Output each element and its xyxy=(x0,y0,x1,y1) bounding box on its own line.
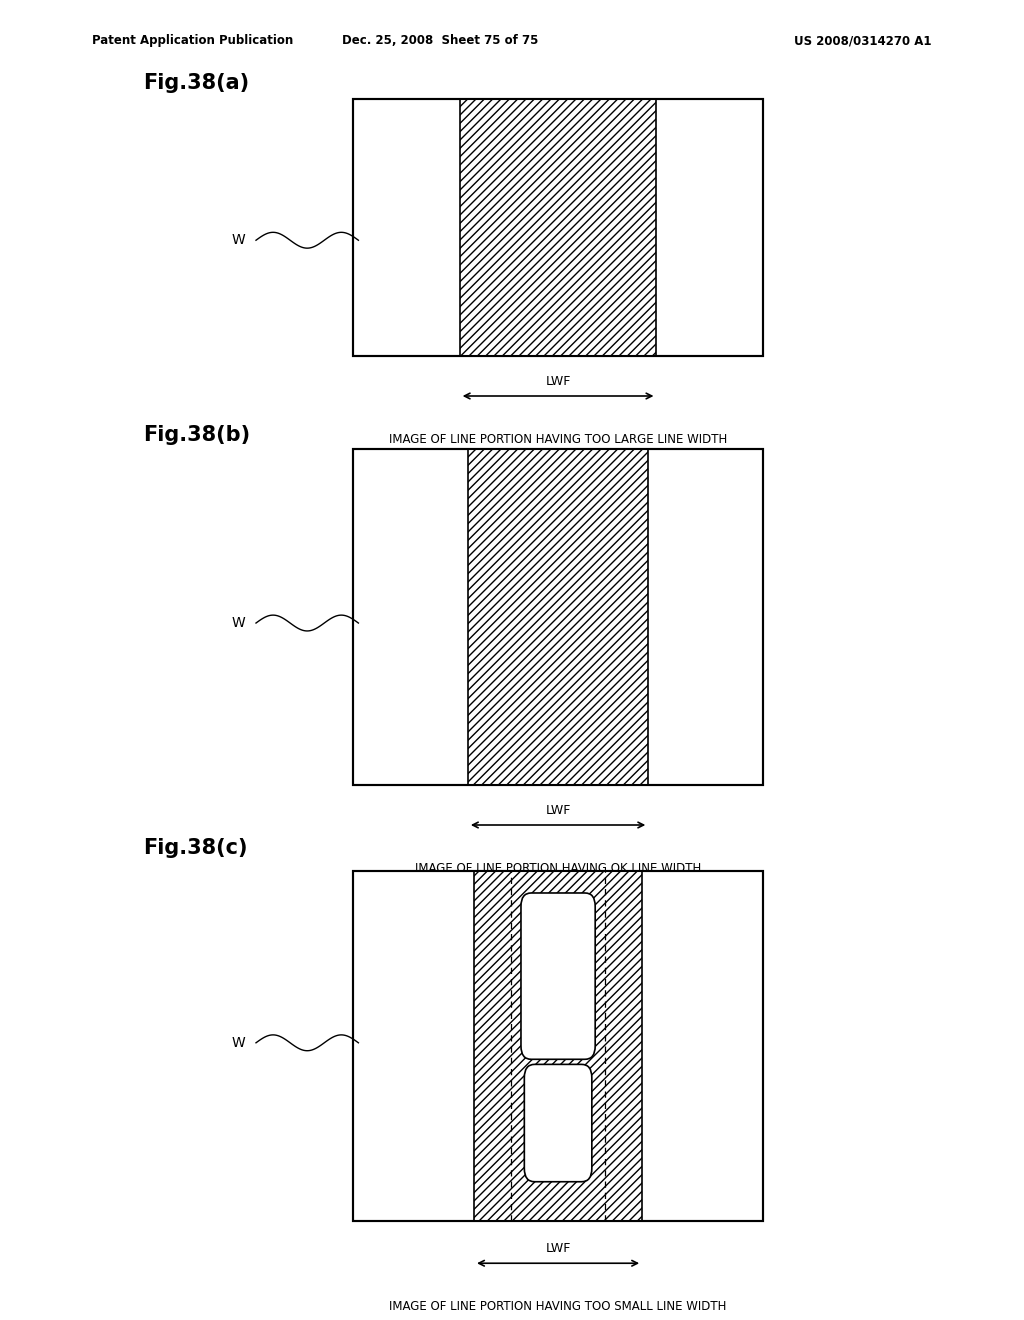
Text: IMAGE OF LINE PORTION HAVING TOO LARGE LINE WIDTH: IMAGE OF LINE PORTION HAVING TOO LARGE L… xyxy=(389,433,727,446)
Text: Fig.38(b): Fig.38(b) xyxy=(143,425,251,445)
Text: W: W xyxy=(232,234,246,247)
Text: W: W xyxy=(232,1036,246,1049)
Text: Fig.38(c): Fig.38(c) xyxy=(143,838,248,858)
Text: LWF: LWF xyxy=(546,375,570,388)
Bar xyxy=(353,871,763,1221)
Bar xyxy=(353,99,763,356)
Text: LWF: LWF xyxy=(546,804,570,817)
FancyBboxPatch shape xyxy=(524,1064,592,1181)
Text: US 2008/0314270 A1: US 2008/0314270 A1 xyxy=(795,34,932,48)
FancyBboxPatch shape xyxy=(521,892,595,1059)
Text: LWF: LWF xyxy=(546,1242,570,1255)
Text: W: W xyxy=(232,616,246,630)
Bar xyxy=(474,871,642,1221)
Text: Dec. 25, 2008  Sheet 75 of 75: Dec. 25, 2008 Sheet 75 of 75 xyxy=(342,34,539,48)
Bar xyxy=(353,99,763,356)
Bar xyxy=(460,99,656,356)
Bar xyxy=(353,449,763,785)
Text: Fig.38(a): Fig.38(a) xyxy=(143,73,250,92)
Bar xyxy=(353,871,763,1221)
Text: IMAGE OF LINE PORTION HAVING OK LINE WIDTH: IMAGE OF LINE PORTION HAVING OK LINE WID… xyxy=(415,862,701,875)
Text: IMAGE OF LINE PORTION HAVING TOO SMALL LINE WIDTH: IMAGE OF LINE PORTION HAVING TOO SMALL L… xyxy=(389,1300,727,1313)
Bar xyxy=(353,449,763,785)
Text: Patent Application Publication: Patent Application Publication xyxy=(92,34,294,48)
Bar xyxy=(468,449,648,785)
